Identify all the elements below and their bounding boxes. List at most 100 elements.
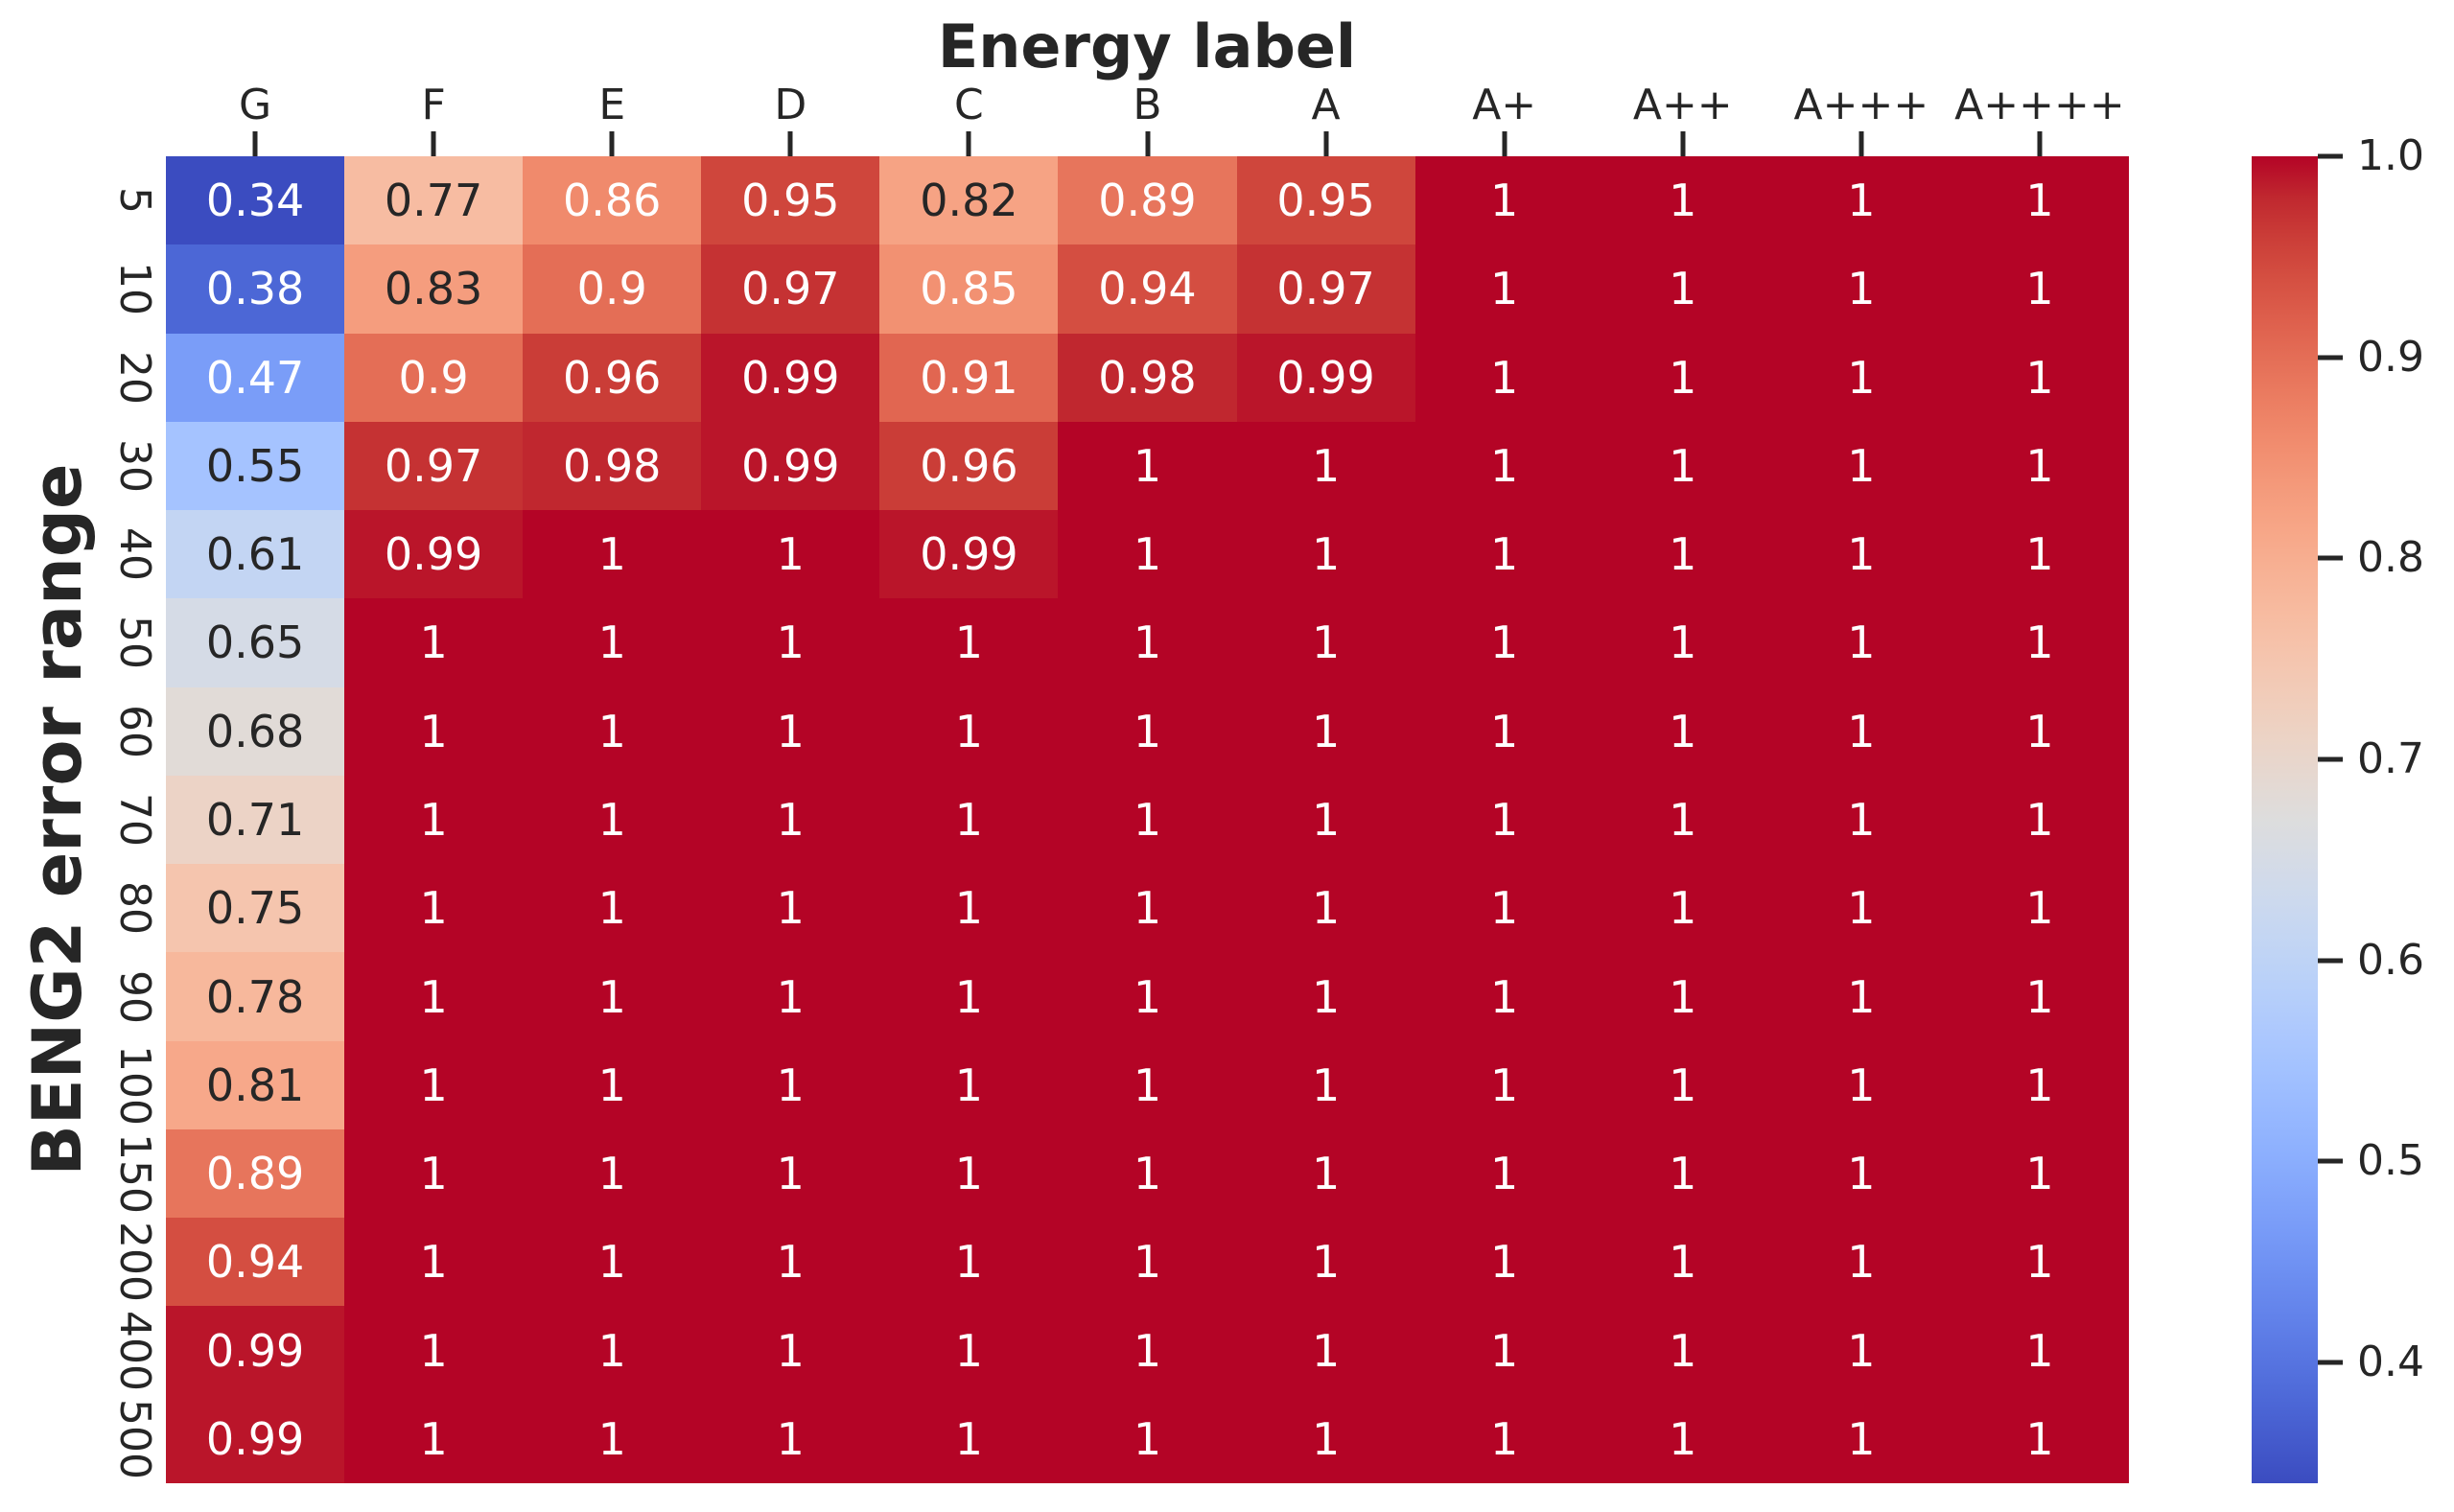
heatmap-cell: 1 (879, 686, 1059, 776)
cell-value: 1 (1133, 439, 1162, 492)
cell-value: 1 (2025, 882, 2054, 935)
cell-value: 1 (1490, 616, 1519, 669)
heatmap-cell: 1 (1414, 598, 1594, 687)
cell-value: 0.9 (576, 263, 647, 315)
heatmap-cell: 1 (1414, 1040, 1594, 1129)
heatmap-cell: 1 (1236, 864, 1415, 953)
heatmap-cell: 1 (523, 510, 702, 599)
heatmap-cell: 1 (701, 1394, 880, 1483)
heatmap-cell: 1 (344, 1128, 524, 1219)
cell-value: 1 (776, 970, 805, 1023)
heatmap-cell: 1 (1771, 156, 1951, 245)
cell-value: 1 (776, 882, 805, 935)
heatmap-cell: 1 (1593, 864, 1772, 953)
cell-value: 0.96 (920, 439, 1018, 492)
heatmap-cell: 0.98 (523, 421, 702, 511)
cell-value: 0.9 (398, 351, 469, 404)
cell-value: 0.98 (1098, 351, 1197, 404)
heatmap-cell: 1 (1593, 598, 1772, 687)
heatmap-cell: 1 (523, 864, 702, 953)
heatmap-cell: 1 (879, 1128, 1059, 1219)
heatmap-cell: 1 (1771, 864, 1951, 953)
cell-value: 1 (954, 1058, 984, 1111)
heatmap-cell: 1 (701, 1128, 880, 1219)
x-tick-mark (1680, 131, 1686, 156)
colorbar-tick-mark (2318, 958, 2343, 964)
heatmap-cell: 1 (1058, 421, 1237, 511)
x-tick-label: E (598, 81, 626, 129)
cell-value: 0.99 (1276, 351, 1375, 404)
cell-value: 1 (1847, 793, 1876, 846)
heatmap-cell: 0.97 (701, 244, 880, 334)
heatmap-cell: 0.89 (166, 1128, 345, 1219)
y-tick-label: 200 (110, 1221, 159, 1303)
heatmap-cell: 1 (1058, 598, 1237, 687)
colorbar-tick-mark (2318, 1360, 2343, 1365)
x-tick-label: F (421, 81, 446, 129)
heatmap-cell: 1 (1414, 244, 1594, 334)
cell-value: 1 (1490, 1236, 1519, 1289)
cell-value: 1 (1669, 528, 1697, 581)
cell-value: 1 (597, 616, 626, 669)
heatmap-cell: 1 (879, 775, 1059, 865)
cell-value: 1 (2025, 174, 2054, 227)
cell-value: 0.99 (741, 439, 840, 492)
cell-value: 1 (776, 1058, 805, 1111)
cell-value: 1 (597, 1412, 626, 1465)
cell-value: 1 (1669, 793, 1697, 846)
heatmap-cell: 1 (344, 864, 524, 953)
cell-value: 0.99 (741, 351, 840, 404)
x-tick-mark (1858, 131, 1864, 156)
cell-value: 1 (1133, 528, 1162, 581)
heatmap-cell: 1 (1414, 156, 1594, 245)
colorbar-tick-mark (2318, 355, 2343, 361)
y-tick-label: 70 (110, 793, 159, 847)
cell-value: 1 (1847, 174, 1876, 227)
heatmap-cell: 1 (701, 598, 880, 687)
cell-value: 1 (1669, 1148, 1697, 1200)
heatmap-cell: 1 (1950, 952, 2129, 1041)
heatmap-cell: 0.99 (344, 510, 524, 599)
heatmap-cell: 0.55 (166, 421, 345, 511)
heatmap-cell: 0.86 (523, 156, 702, 245)
cell-value: 1 (2025, 263, 2054, 315)
cell-value: 0.97 (384, 439, 483, 492)
heatmap-cell: 0.9 (523, 244, 702, 334)
cell-value: 0.95 (1276, 174, 1375, 227)
cell-value: 1 (597, 1058, 626, 1111)
heatmap-cell: 1 (344, 1218, 524, 1307)
heatmap-cell: 1 (701, 952, 880, 1041)
cell-value: 1 (1311, 970, 1341, 1023)
colorbar-tick-label: 0.8 (2357, 533, 2424, 583)
colorbar-tick-mark (2318, 555, 2343, 561)
heatmap-cell: 0.78 (166, 952, 345, 1041)
cell-value: 0.99 (205, 1324, 305, 1377)
cell-value: 1 (1311, 705, 1341, 757)
heatmap-cell: 1 (523, 1306, 702, 1395)
y-tick-label: 40 (110, 527, 159, 582)
cell-value: 1 (1490, 263, 1519, 315)
cell-value: 1 (597, 970, 626, 1023)
cell-value: 1 (1311, 1324, 1341, 1377)
cell-value: 1 (776, 1412, 805, 1465)
heatmap-cell: 1 (1771, 1128, 1951, 1219)
heatmap-cell: 1 (523, 952, 702, 1041)
cell-value: 1 (1490, 793, 1519, 846)
colorbar-tick-label: 0.5 (2357, 1136, 2424, 1186)
cell-value: 1 (1490, 1148, 1519, 1200)
heatmap-cell: 0.91 (879, 333, 1059, 422)
cell-value: 1 (597, 882, 626, 935)
cell-value: 1 (2025, 970, 2054, 1023)
heatmap-cell: 0.89 (1058, 156, 1237, 245)
heatmap-cell: 1 (1771, 510, 1951, 599)
cell-value: 1 (1847, 882, 1876, 935)
heatmap-cell: 1 (1236, 1218, 1415, 1307)
heatmap-cell: 1 (1236, 775, 1415, 865)
x-tick-mark (1502, 131, 1507, 156)
cell-value: 1 (1669, 263, 1697, 315)
heatmap-cell: 0.77 (344, 156, 524, 245)
x-tick-label: A+++ (1793, 81, 1929, 129)
cell-value: 1 (597, 1324, 626, 1377)
heatmap-cell: 1 (1058, 952, 1237, 1041)
